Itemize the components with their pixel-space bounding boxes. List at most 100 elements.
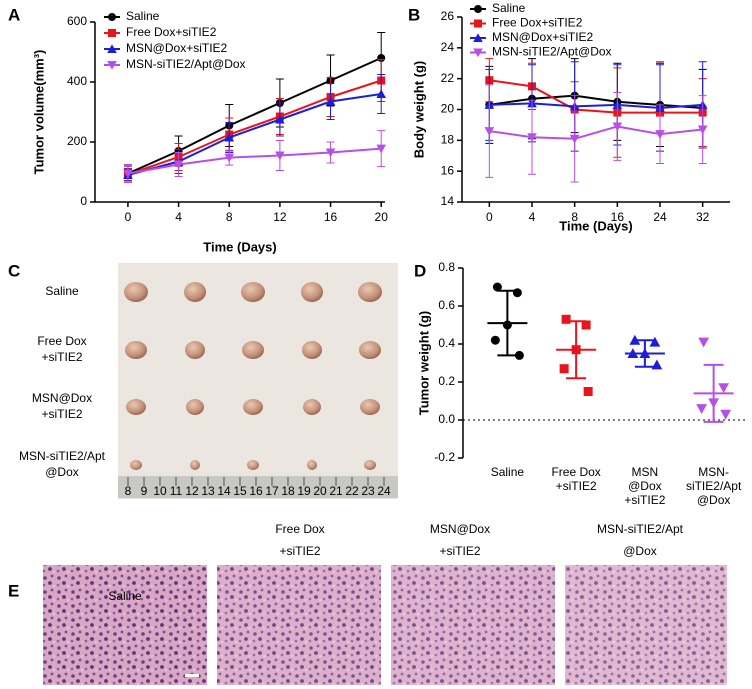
row-label: +siTIE2: [41, 407, 82, 421]
scale-bar: [185, 674, 199, 677]
x-tick-label: 24: [653, 210, 667, 224]
y-axis-label: Tumor volume(mm³): [31, 50, 46, 175]
y-axis-label: Tumor weight (g): [416, 311, 431, 415]
tumor: [364, 460, 376, 470]
marker: [697, 125, 708, 135]
tumor: [184, 282, 206, 302]
y-tick-label: 22: [441, 71, 455, 85]
tumor: [360, 399, 380, 415]
y-tick-label: 18: [441, 133, 455, 147]
y-tick-label: 400: [67, 74, 87, 88]
image-label: @Dox: [623, 544, 657, 558]
marker: [718, 383, 730, 394]
y-tick-label: 0.0: [438, 412, 455, 426]
marker: [275, 151, 285, 161]
ruler-label: 14: [217, 484, 231, 498]
x-tick-label: siTIE2/Apt: [686, 479, 742, 493]
x-tick-label: 4: [175, 210, 182, 224]
panel-label: B: [408, 5, 420, 24]
ruler-label: 19: [297, 484, 311, 498]
marker: [514, 350, 524, 360]
marker: [484, 127, 495, 136]
image-label: MSN-siTIE2/Apt: [597, 522, 684, 536]
tumor: [241, 282, 265, 302]
row-label: MSN@Dox: [32, 391, 92, 405]
x-tick-label: 20: [375, 210, 389, 224]
marker: [325, 96, 336, 106]
y-tick-label: 0.6: [438, 298, 455, 312]
x-tick-label: 8: [571, 210, 578, 224]
x-axis-label: Time (Days): [559, 218, 632, 233]
histology-image: [565, 565, 727, 685]
x-tick-label: 16: [324, 210, 338, 224]
tumor: [126, 399, 146, 415]
x-tick-label: @Dox: [628, 479, 662, 493]
y-tick-label: 14: [441, 194, 455, 208]
y-tick-label: 200: [67, 134, 87, 148]
legend-label: MSN@Dox+siTIE2: [126, 41, 228, 55]
marker: [561, 314, 571, 324]
ruler-label: 10: [153, 484, 167, 498]
marker: [224, 132, 235, 142]
series-line: [127, 79, 382, 176]
marker: [376, 89, 387, 98]
x-tick-label: Saline: [491, 465, 525, 479]
ruler-label: 15: [233, 484, 247, 498]
marker: [583, 387, 593, 396]
marker: [655, 130, 665, 139]
ruler-label: 12: [185, 484, 199, 498]
x-tick-label: Free Dox: [551, 465, 600, 479]
tumor: [247, 460, 259, 470]
marker: [651, 359, 663, 370]
y-tick-label: 26: [441, 9, 455, 23]
x-tick-label: 4: [529, 210, 536, 224]
marker: [490, 335, 500, 345]
marker: [581, 320, 591, 330]
marker: [512, 288, 522, 298]
marker: [108, 29, 116, 37]
marker: [474, 19, 482, 28]
marker: [696, 404, 708, 414]
series-line: [127, 57, 382, 175]
series-line: [489, 79, 703, 114]
y-axis-label: Body weight (g): [411, 61, 426, 159]
x-tick-label: 32: [696, 210, 710, 224]
y-tick-label: 16: [441, 163, 455, 177]
y-tick-label: 20: [441, 102, 455, 116]
x-tick-label: @Dox: [697, 493, 731, 507]
marker: [474, 5, 482, 13]
histology-image: [391, 565, 555, 685]
marker: [612, 122, 623, 132]
x-tick-label: MSN-: [698, 465, 729, 479]
marker: [492, 282, 502, 292]
y-tick-label: 0.8: [438, 260, 455, 274]
tumor: [190, 460, 200, 470]
ruler-label: 20: [313, 484, 327, 498]
image-label: +siTIE2: [279, 544, 320, 558]
tumor: [130, 460, 142, 470]
y-tick-label: -0.2: [434, 450, 455, 464]
legend-label: MSN@Dox+siTIE2: [492, 30, 594, 44]
marker: [275, 114, 285, 124]
y-tick-label: 0.4: [438, 336, 455, 350]
ruler-label: 24: [377, 484, 391, 498]
marker: [376, 144, 387, 154]
row-label: @Dox: [45, 465, 79, 479]
ruler-label: 13: [201, 484, 215, 498]
ruler-label: 11: [170, 484, 183, 498]
sd-bar: [566, 320, 587, 380]
y-tick-label: 0: [80, 194, 87, 208]
sd-bar: [497, 289, 518, 357]
ruler-label: 21: [329, 484, 343, 498]
row-label: Free Dox: [37, 334, 86, 348]
marker: [224, 153, 235, 163]
ruler: [118, 476, 398, 498]
ruler-label: 23: [361, 484, 375, 498]
ruler-label: 9: [141, 484, 148, 498]
tumor: [124, 282, 148, 302]
row-label: +siTIE2: [41, 350, 82, 364]
y-tick-label: 24: [441, 40, 455, 54]
tumor: [359, 341, 381, 359]
tumor: [125, 341, 147, 359]
